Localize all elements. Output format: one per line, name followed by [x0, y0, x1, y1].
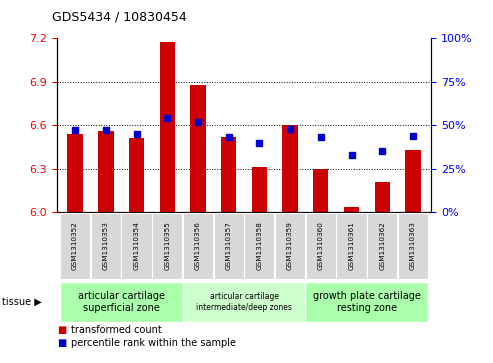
Bar [306, 213, 336, 279]
Bar [160, 42, 175, 212]
Bar [221, 137, 236, 212]
Text: GSM1310354: GSM1310354 [134, 221, 140, 270]
Bar [282, 125, 298, 212]
Bar [252, 167, 267, 212]
Text: GSM1310363: GSM1310363 [410, 221, 416, 270]
Bar [398, 213, 428, 279]
Bar [68, 134, 83, 212]
Text: GSM1310356: GSM1310356 [195, 221, 201, 270]
Bar [405, 150, 421, 212]
Text: tissue ▶: tissue ▶ [2, 297, 42, 307]
Text: transformed count: transformed count [71, 325, 162, 335]
Bar [313, 169, 328, 212]
Text: GSM1310361: GSM1310361 [349, 221, 354, 270]
Text: GSM1310360: GSM1310360 [318, 221, 324, 270]
Bar [183, 213, 213, 279]
Text: GSM1310357: GSM1310357 [226, 221, 232, 270]
Text: ■: ■ [57, 338, 66, 348]
Bar [306, 282, 428, 322]
Bar [344, 207, 359, 212]
Text: growth plate cartilage
resting zone: growth plate cartilage resting zone [313, 291, 421, 313]
Text: GSM1310352: GSM1310352 [72, 221, 78, 270]
Text: articular cartilage
superficial zone: articular cartilage superficial zone [78, 291, 165, 313]
Bar [152, 213, 182, 279]
Text: GSM1310358: GSM1310358 [256, 221, 262, 270]
Bar [213, 213, 244, 279]
Bar [121, 213, 151, 279]
Text: GSM1310355: GSM1310355 [164, 221, 170, 270]
Text: ■: ■ [57, 325, 66, 335]
Bar [367, 213, 397, 279]
Bar [60, 282, 182, 322]
Text: GSM1310359: GSM1310359 [287, 221, 293, 270]
Bar [98, 131, 113, 212]
Text: GDS5434 / 10830454: GDS5434 / 10830454 [52, 11, 186, 24]
Text: GSM1310353: GSM1310353 [103, 221, 109, 270]
Bar [60, 213, 90, 279]
Bar [245, 213, 275, 279]
Bar [129, 138, 144, 212]
Bar [275, 213, 305, 279]
Bar [91, 213, 121, 279]
Text: percentile rank within the sample: percentile rank within the sample [71, 338, 237, 348]
Bar [190, 85, 206, 212]
Bar [337, 213, 367, 279]
Bar [375, 182, 390, 212]
Text: articular cartilage
intermediate/deep zones: articular cartilage intermediate/deep zo… [196, 292, 292, 312]
Text: GSM1310362: GSM1310362 [379, 221, 385, 270]
Bar [182, 282, 306, 322]
